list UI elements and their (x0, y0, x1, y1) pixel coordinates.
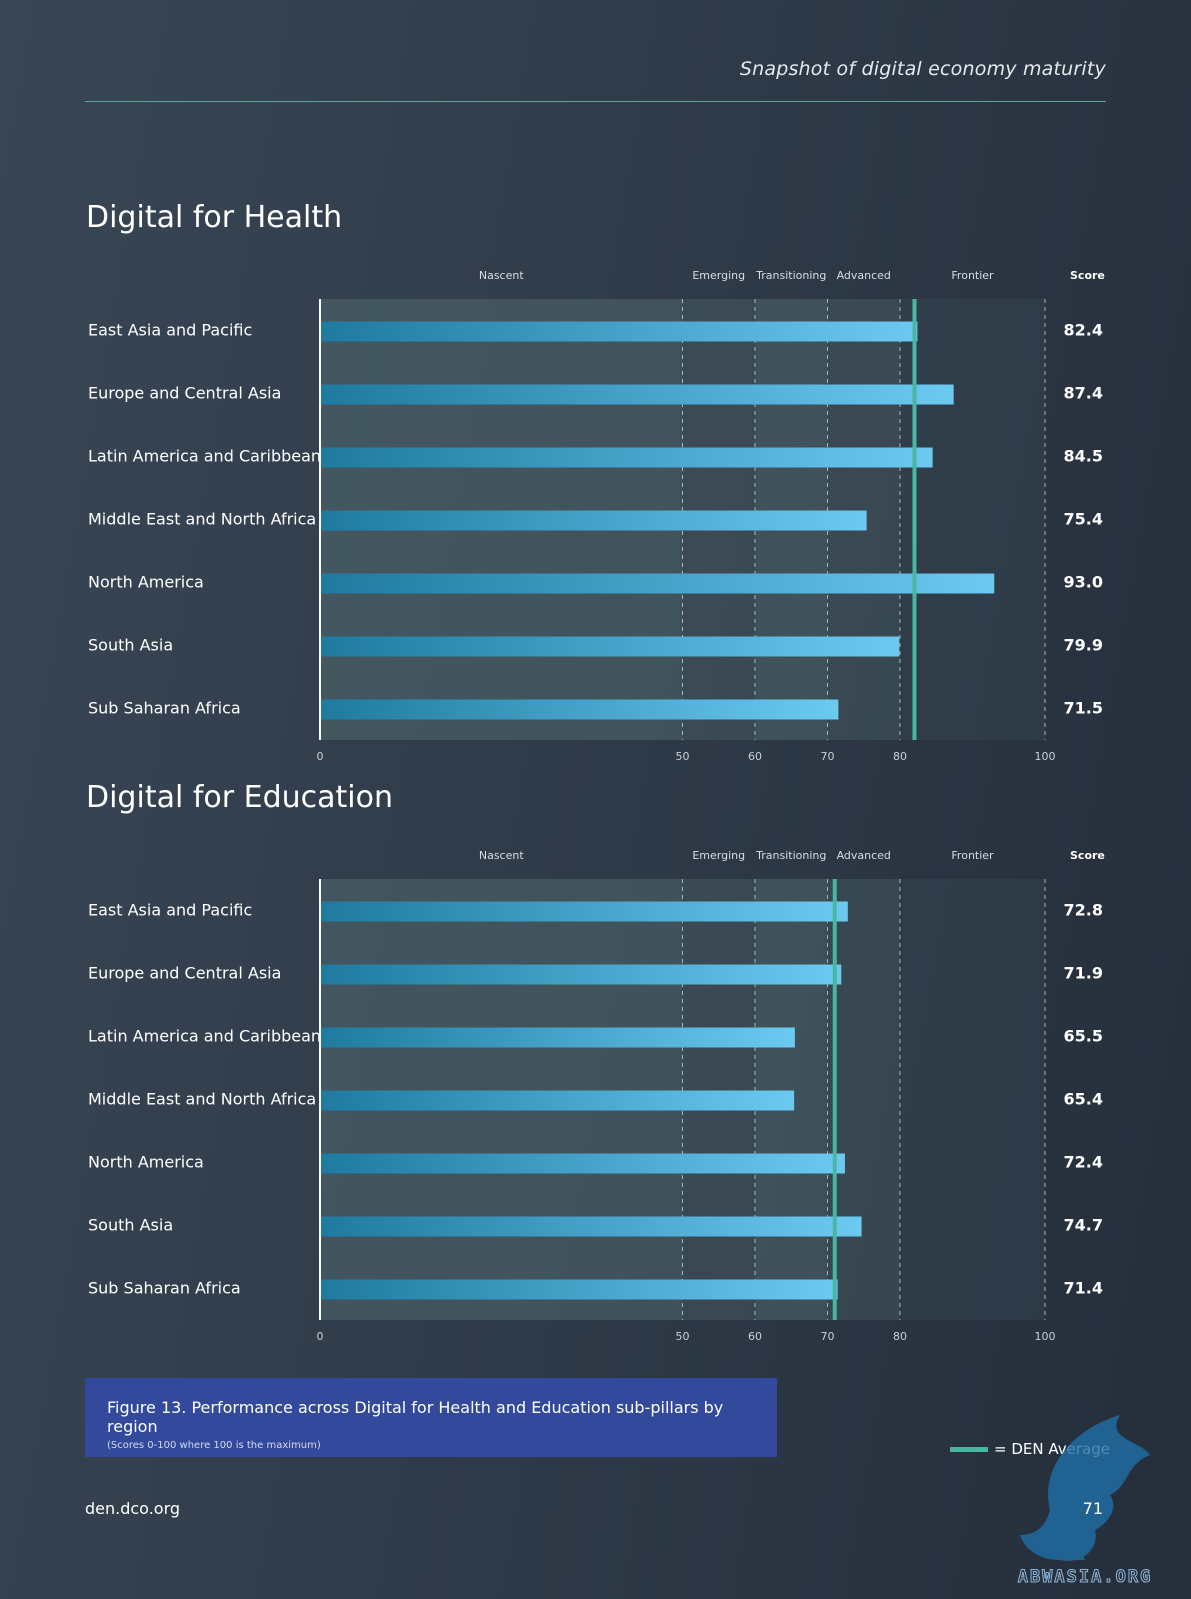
data-label: 74.7 (1064, 1216, 1103, 1235)
category-label: Middle East and North Africa (88, 1090, 316, 1109)
tick-label: 100 (1035, 1330, 1056, 1343)
stage-label: Frontier (951, 269, 994, 282)
tick-label: 0 (317, 750, 324, 763)
category-label: Europe and Central Asia (88, 964, 281, 983)
page-number: 71 (1082, 1499, 1103, 1518)
data-label: 72.8 (1064, 901, 1103, 920)
bar (320, 510, 867, 531)
stage-band (900, 879, 1045, 1320)
health-bar-chart: Nascent Emerging Transitioning Advanced Fron… (88, 269, 1105, 763)
bar (320, 1279, 838, 1300)
category-label: Sub Saharan Africa (88, 1279, 241, 1298)
bar (320, 321, 918, 342)
stage-label: Nascent (479, 269, 524, 282)
tick-label: 70 (821, 750, 835, 763)
data-label: 65.5 (1064, 1027, 1103, 1046)
bar (320, 447, 933, 468)
page-header-title: Snapshot of digital economy maturity (739, 58, 1106, 80)
data-label: 93.0 (1064, 573, 1103, 592)
stage-label: Emerging (692, 849, 745, 862)
data-label: 84.5 (1064, 447, 1103, 466)
category-label: Europe and Central Asia (88, 384, 281, 403)
education-bar-chart: Nascent Emerging Transitioning Advanced Fron… (88, 849, 1105, 1343)
stage-band (900, 299, 1045, 740)
footer-url: den.dco.org (85, 1499, 181, 1518)
figure-caption: Figure 13. Performance across Digital fo… (85, 1378, 777, 1457)
tick-label: 50 (676, 750, 690, 763)
stage-label: Transitioning (755, 849, 826, 862)
bar (320, 1153, 845, 1174)
tick-label: 60 (748, 750, 762, 763)
bar (320, 699, 839, 720)
score-header: Score (1070, 849, 1105, 862)
category-label: Latin America and Caribbean (88, 1027, 321, 1046)
category-label: North America (88, 573, 204, 592)
tick-label: 80 (893, 1330, 907, 1343)
category-label: Latin America and Caribbean (88, 447, 321, 466)
category-label: North America (88, 1153, 204, 1172)
watermark-logo: ABWASIA.ORG (1017, 1415, 1153, 1588)
tick-label: 100 (1035, 750, 1056, 763)
data-label: 71.9 (1064, 964, 1103, 983)
data-label: 71.4 (1064, 1279, 1103, 1298)
category-label: Middle East and North Africa (88, 510, 316, 529)
category-label: Sub Saharan Africa (88, 699, 241, 718)
tick-label: 80 (893, 750, 907, 763)
data-label: 72.4 (1064, 1153, 1103, 1172)
bar (320, 1216, 862, 1237)
data-label: 79.9 (1064, 636, 1103, 655)
bar (320, 901, 848, 922)
bar (320, 636, 900, 657)
stage-label: Advanced (837, 269, 891, 282)
category-label: East Asia and Pacific (88, 901, 252, 920)
stage-label: Advanced (837, 849, 891, 862)
average-line-swatch (950, 1446, 988, 1452)
bar (320, 384, 954, 405)
tick-label: 0 (317, 1330, 324, 1343)
stage-label: Frontier (951, 849, 994, 862)
header-divider (85, 101, 1106, 102)
bar (320, 1027, 795, 1048)
bar (320, 1090, 795, 1111)
category-label: South Asia (88, 1216, 173, 1235)
education-chart-title: Digital for Education (86, 780, 393, 815)
category-label: East Asia and Pacific (88, 321, 252, 340)
winged-lion-icon (1020, 1415, 1150, 1561)
watermark-text: ABWASIA.ORG (1018, 1567, 1153, 1587)
bar (320, 964, 842, 985)
stage-label: Emerging (692, 269, 745, 282)
figure-caption-subtitle: (Scores 0-100 where 100 is the maximum) (107, 1440, 321, 1451)
stage-label: Transitioning (755, 269, 826, 282)
stage-label: Nascent (479, 849, 524, 862)
figure-caption-title: Figure 13. Performance across Digital fo… (107, 1398, 724, 1436)
data-label: 65.4 (1064, 1090, 1103, 1109)
tick-label: 50 (676, 1330, 690, 1343)
category-label: South Asia (88, 636, 173, 655)
data-label: 75.4 (1064, 510, 1103, 529)
tick-label: 70 (821, 1330, 835, 1343)
bar (320, 573, 995, 594)
score-header: Score (1070, 269, 1105, 282)
stage-band (827, 879, 900, 1320)
data-label: 71.5 (1064, 699, 1103, 718)
tick-label: 60 (748, 1330, 762, 1343)
data-label: 87.4 (1064, 384, 1103, 403)
data-label: 82.4 (1064, 321, 1103, 340)
health-chart-title: Digital for Health (86, 200, 343, 235)
